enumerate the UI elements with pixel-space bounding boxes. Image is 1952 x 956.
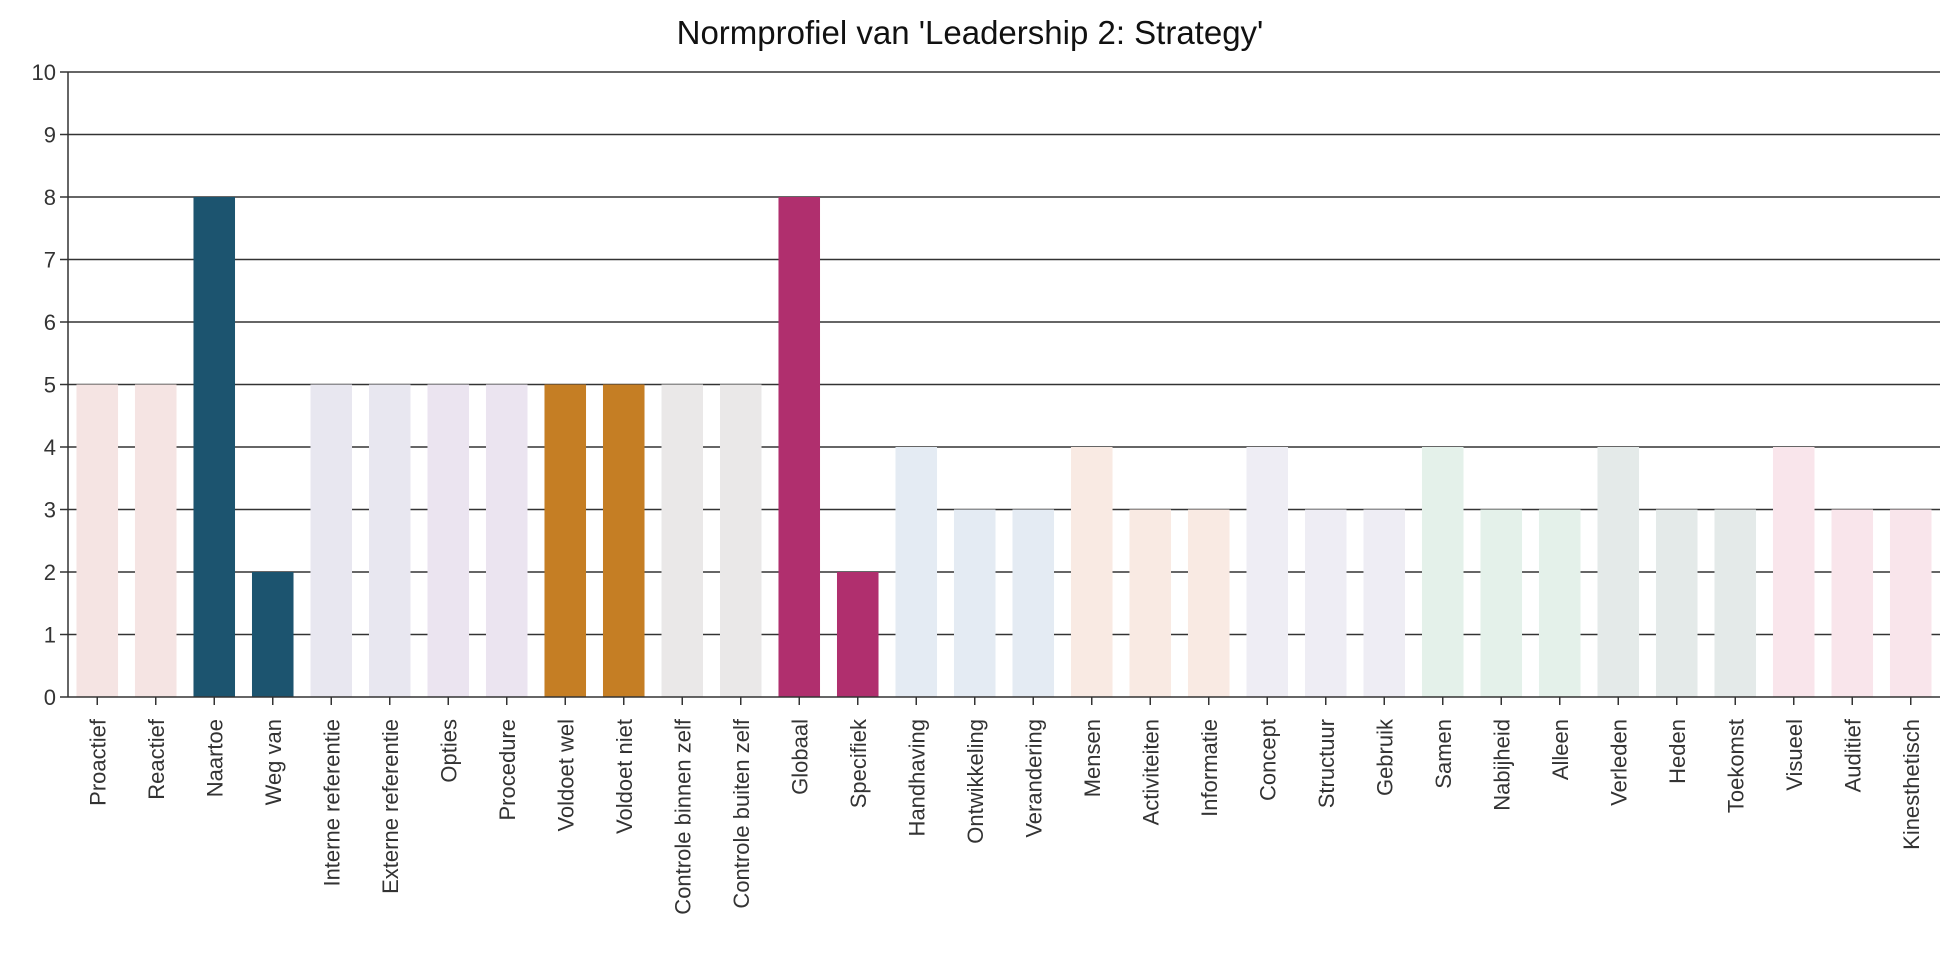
y-tick-label: 4 bbox=[44, 435, 56, 460]
y-tick-label: 9 bbox=[44, 123, 56, 148]
bar bbox=[661, 384, 704, 697]
y-tick-label: 5 bbox=[44, 373, 56, 398]
y-tick-label: 6 bbox=[44, 310, 56, 335]
x-tick-label: Nabijheid bbox=[1489, 719, 1514, 811]
bars bbox=[76, 197, 1932, 697]
x-tick-label: Verleden bbox=[1606, 719, 1631, 806]
y-axis-ticks: 0 1 2 3 4 5 6 7 8 9 10 bbox=[32, 60, 68, 710]
chart-title: Normprofiel van 'Leadership 2: Strategy' bbox=[677, 14, 1264, 51]
bar bbox=[1129, 509, 1172, 697]
bar bbox=[1480, 509, 1523, 697]
bar bbox=[1889, 509, 1932, 697]
bar bbox=[1714, 509, 1757, 697]
x-tick-label: Kinesthetisch bbox=[1899, 719, 1924, 850]
y-tick-label: 8 bbox=[44, 185, 56, 210]
x-tick-label: Interne referentie bbox=[319, 719, 344, 887]
bar bbox=[1363, 509, 1406, 697]
y-tick-label: 0 bbox=[44, 685, 56, 710]
bar bbox=[1012, 509, 1055, 697]
bar bbox=[953, 509, 996, 697]
bar bbox=[895, 447, 938, 697]
x-tick-label: Controle binnen zelf bbox=[670, 718, 695, 915]
x-tick-label: Toekomst bbox=[1723, 719, 1748, 813]
x-tick-label: Opties bbox=[436, 719, 461, 783]
bar bbox=[76, 384, 119, 697]
bar bbox=[1831, 509, 1874, 697]
bar bbox=[1187, 509, 1230, 697]
x-tick-label: Handhaving bbox=[904, 719, 929, 836]
x-tick-label: Reactief bbox=[144, 718, 169, 800]
x-tick-label: Heden bbox=[1665, 719, 1690, 784]
x-axis-ticks: Proactief Reactief Naartoe Weg van Interne r… bbox=[85, 697, 1924, 915]
bar bbox=[310, 384, 353, 697]
x-tick-label: Naartoe bbox=[202, 719, 227, 797]
x-tick-label: Voldoet niet bbox=[612, 719, 637, 834]
x-tick-label: Globaal bbox=[787, 719, 812, 795]
bar bbox=[251, 572, 294, 697]
bar bbox=[544, 384, 587, 697]
bar bbox=[1597, 447, 1640, 697]
x-tick-label: Ontwikkeling bbox=[963, 719, 988, 844]
x-tick-label: Gebruik bbox=[1372, 718, 1397, 796]
y-tick-label: 7 bbox=[44, 248, 56, 273]
x-tick-label: Proactief bbox=[85, 718, 110, 806]
bar bbox=[134, 384, 177, 697]
x-tick-label: Specifiek bbox=[846, 718, 871, 808]
y-tick-label: 10 bbox=[32, 60, 56, 85]
bar bbox=[836, 572, 879, 697]
x-tick-label: Procedure bbox=[495, 719, 520, 821]
x-tick-label: Concept bbox=[1255, 719, 1280, 801]
bar bbox=[193, 197, 236, 697]
x-tick-label: Informatie bbox=[1197, 719, 1222, 817]
x-tick-label: Externe referentie bbox=[378, 719, 403, 894]
x-tick-label: Mensen bbox=[1080, 719, 1105, 797]
bar bbox=[1772, 447, 1815, 697]
bar bbox=[1538, 509, 1581, 697]
bar bbox=[1304, 509, 1347, 697]
x-tick-label: Controle buiten zelf bbox=[729, 718, 754, 908]
x-tick-label: Visueel bbox=[1782, 719, 1807, 791]
x-tick-label: Samen bbox=[1431, 719, 1456, 789]
bar bbox=[427, 384, 470, 697]
x-tick-label: Structuur bbox=[1314, 719, 1339, 808]
bar bbox=[1070, 447, 1113, 697]
bar bbox=[1246, 447, 1289, 697]
bar bbox=[602, 384, 645, 697]
bar bbox=[778, 197, 821, 697]
x-tick-label: Voldoet wel bbox=[553, 719, 578, 832]
bar bbox=[485, 384, 528, 697]
x-tick-label: Alleen bbox=[1548, 719, 1573, 780]
bar bbox=[1421, 447, 1464, 697]
x-tick-label: Activiteiten bbox=[1138, 719, 1163, 825]
y-tick-label: 1 bbox=[44, 623, 56, 648]
x-tick-label: Verandering bbox=[1021, 719, 1046, 838]
bar bbox=[1655, 509, 1698, 697]
y-tick-label: 3 bbox=[44, 498, 56, 523]
x-tick-label: Auditief bbox=[1840, 718, 1865, 792]
bar bbox=[719, 384, 762, 697]
x-tick-label: Weg van bbox=[261, 719, 286, 805]
bar bbox=[368, 384, 411, 697]
y-tick-label: 2 bbox=[44, 560, 56, 585]
